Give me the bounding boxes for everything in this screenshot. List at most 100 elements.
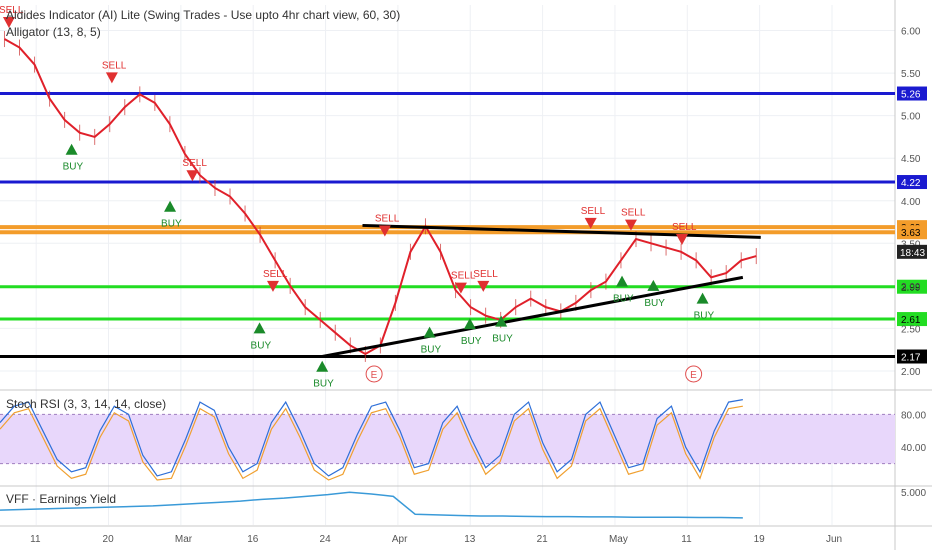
buy-arrow bbox=[495, 315, 508, 327]
level-tag bbox=[897, 225, 927, 240]
sell-arrow bbox=[378, 225, 391, 237]
stoch-y-label: 80.00 bbox=[901, 410, 926, 421]
level-label: 2.99 bbox=[901, 283, 921, 294]
buy-arrow bbox=[647, 279, 660, 291]
level-label: 2.61 bbox=[901, 315, 921, 326]
y-tick-label: 3.00 bbox=[901, 282, 921, 293]
time-label: 18:43 bbox=[900, 248, 925, 259]
sell-label: SELL bbox=[182, 158, 207, 169]
vff-title: VFF · Earnings Yield bbox=[6, 492, 117, 506]
buy-label: BUY bbox=[313, 379, 334, 390]
sell-arrow bbox=[624, 219, 637, 231]
sell-arrow bbox=[266, 280, 279, 292]
level-tag bbox=[897, 312, 927, 327]
earnings-label: E bbox=[690, 370, 697, 381]
trend-line bbox=[362, 223, 761, 239]
buy-arrow bbox=[423, 326, 436, 338]
x-tick-label: 20 bbox=[103, 534, 115, 545]
sell-arrow bbox=[584, 217, 597, 229]
sell-label: SELL bbox=[375, 214, 400, 225]
x-tick-label: 21 bbox=[537, 534, 549, 545]
buy-arrow bbox=[164, 200, 177, 212]
earnings-label: E bbox=[371, 370, 378, 381]
price-series bbox=[3, 31, 757, 362]
stoch-y-label: 40.00 bbox=[901, 443, 926, 454]
stoch-d-line bbox=[0, 405, 743, 481]
sell-label: SELL bbox=[0, 5, 24, 16]
y-tick-label: 4.00 bbox=[901, 197, 921, 208]
buy-arrow bbox=[253, 322, 266, 334]
time-tag bbox=[897, 244, 927, 259]
level-label: 5.26 bbox=[901, 90, 921, 101]
level-label: 4.22 bbox=[901, 178, 921, 189]
level-tag bbox=[897, 349, 927, 364]
x-tick-label: Jun bbox=[826, 534, 842, 545]
sell-arrow bbox=[675, 234, 688, 246]
buy-arrow bbox=[463, 318, 476, 330]
x-tick-label: Mar bbox=[175, 534, 193, 545]
x-tick-label: 13 bbox=[464, 534, 476, 545]
y-tick-label: 2.50 bbox=[901, 324, 921, 335]
triangle-lines bbox=[321, 223, 761, 358]
buy-label: BUY bbox=[644, 298, 665, 309]
x-tick-label: 11 bbox=[30, 534, 41, 545]
sell-label: SELL bbox=[102, 60, 127, 71]
buy-label: BUY bbox=[63, 162, 84, 173]
alligator-title: Alligator (13, 8, 5) bbox=[6, 25, 101, 39]
sell-arrow bbox=[454, 282, 467, 294]
trend-line bbox=[321, 275, 744, 358]
level-label: 2.17 bbox=[901, 353, 921, 364]
x-tick-label: 24 bbox=[320, 534, 332, 545]
y-tick-label: 2.00 bbox=[901, 367, 921, 378]
level-tag bbox=[897, 279, 927, 294]
stoch-band bbox=[0, 414, 895, 464]
sell-arrow bbox=[186, 170, 199, 182]
x-tick-label: 16 bbox=[247, 534, 259, 545]
y-tick-label: 4.50 bbox=[901, 154, 921, 165]
indicator-title: Aldides Indicator (AI) Lite (Swing Trade… bbox=[6, 8, 401, 22]
buy-label: BUY bbox=[492, 334, 513, 345]
x-tick-label: 11 bbox=[681, 534, 692, 545]
buy-label: BUY bbox=[251, 340, 272, 351]
y-tick-label: 6.00 bbox=[901, 27, 921, 38]
x-tick-label: 19 bbox=[754, 534, 766, 545]
price-levels bbox=[0, 92, 895, 359]
vff-y-label: 5.000 bbox=[901, 488, 926, 499]
stoch-rsi-pane: 40.00 80.00 bbox=[0, 399, 926, 481]
vff-pane: 5.000 bbox=[0, 488, 926, 519]
signals: SELLBUYSELLBUYSELLSELLBUYBUYSELLBUYSELLS… bbox=[0, 5, 714, 390]
sell-arrow bbox=[105, 72, 118, 84]
y-tick-label: 3.50 bbox=[901, 239, 921, 250]
y-tick-label: 5.00 bbox=[901, 112, 921, 123]
x-tick-label: May bbox=[609, 534, 628, 545]
buy-arrow bbox=[65, 143, 78, 155]
sell-arrow bbox=[2, 17, 15, 29]
buy-label: BUY bbox=[694, 311, 715, 322]
buy-label: BUY bbox=[421, 345, 442, 356]
y-tick-label: 5.50 bbox=[901, 69, 921, 80]
level-tag bbox=[897, 86, 927, 101]
buy-label: BUY bbox=[613, 294, 634, 305]
earnings-circle bbox=[685, 365, 703, 383]
x-tick-label: Apr bbox=[392, 534, 408, 545]
level-tag bbox=[897, 175, 927, 190]
sell-label: SELL bbox=[451, 271, 476, 282]
price-axis: 5.264.223.693.632.992.612.172.002.503.00… bbox=[897, 27, 927, 378]
sell-label: SELL bbox=[581, 206, 606, 217]
vff-line bbox=[0, 491, 743, 519]
earnings-circle bbox=[365, 365, 383, 383]
stoch-k-line bbox=[0, 399, 743, 477]
buy-arrow bbox=[696, 292, 709, 304]
buy-arrow bbox=[316, 360, 329, 372]
sell-label: SELL bbox=[263, 269, 288, 280]
sell-label: SELL bbox=[473, 269, 498, 280]
sell-label: SELL bbox=[621, 208, 646, 219]
time-axis: 11 20 Mar 16 24 Apr 13 21 May 11 19 Jun bbox=[30, 534, 842, 545]
stoch-title: Stoch RSI (3, 3, 14, 14, close) bbox=[6, 397, 167, 411]
buy-label: BUY bbox=[161, 219, 182, 230]
level-label: 3.63 bbox=[901, 228, 921, 239]
sell-arrow bbox=[477, 280, 490, 292]
sell-label: SELL bbox=[672, 222, 697, 233]
